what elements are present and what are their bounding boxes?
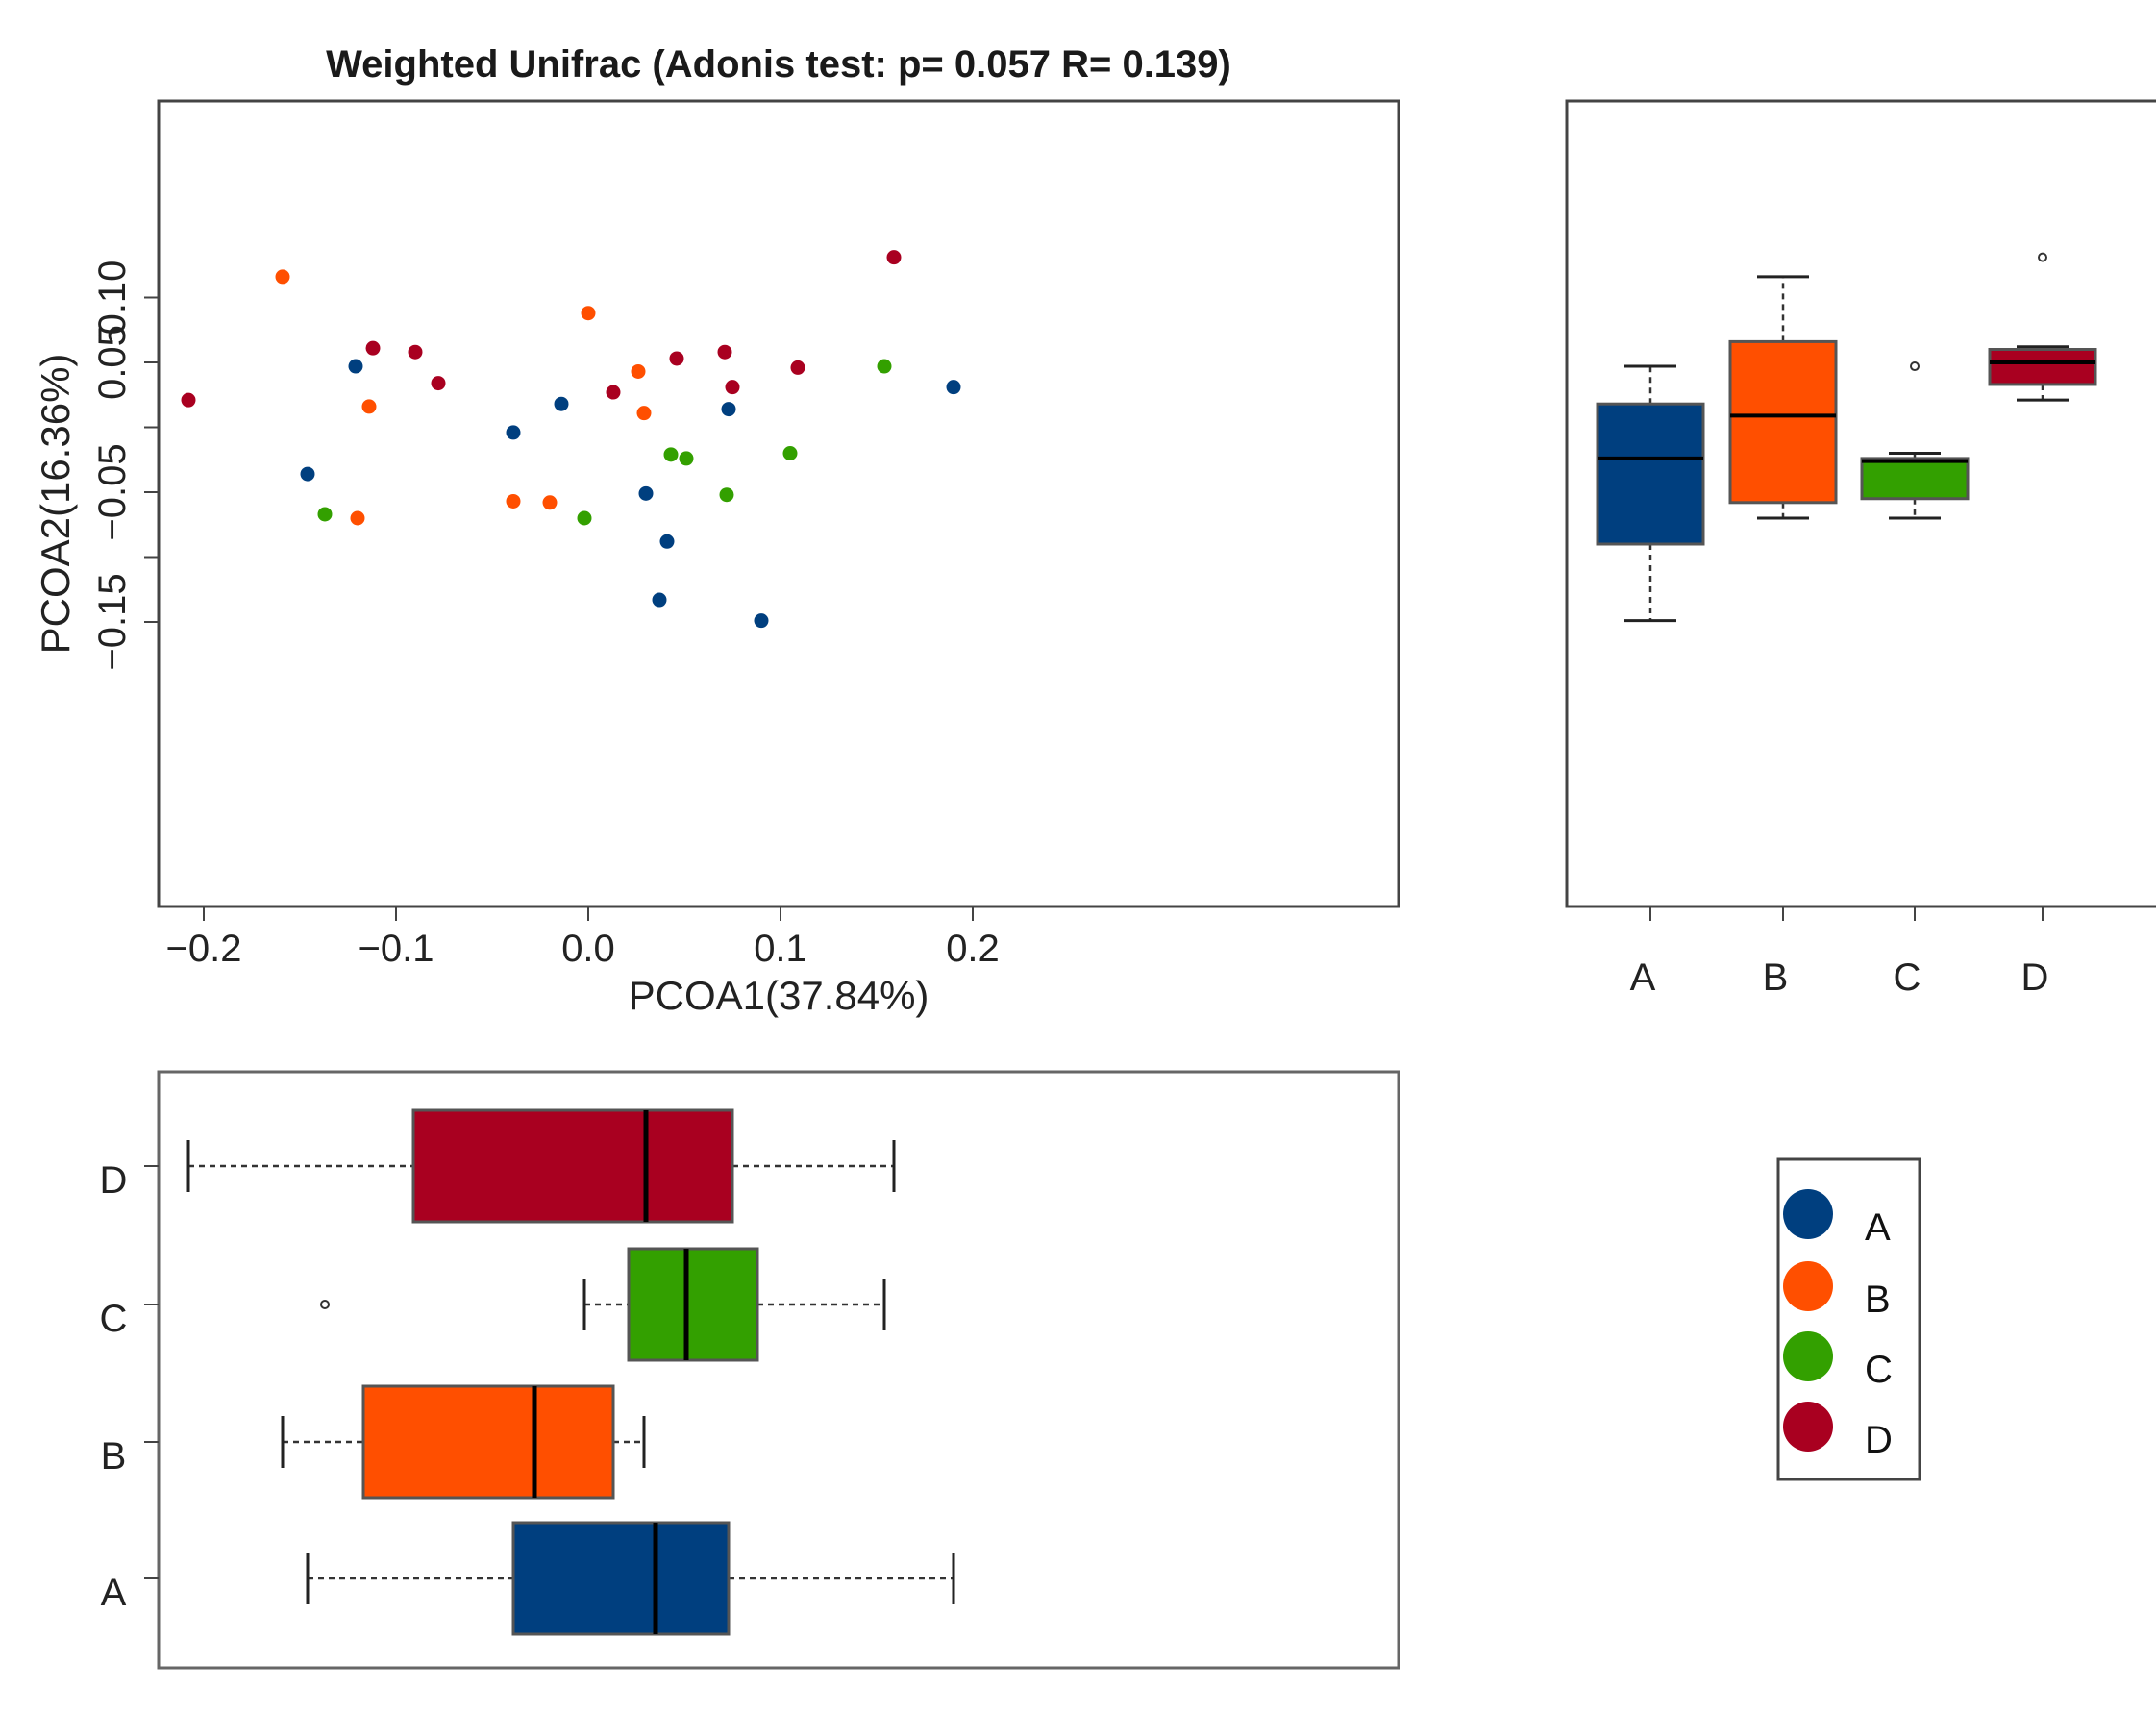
- point-B: [275, 269, 290, 285]
- y-tick-label: 0.10: [91, 261, 134, 335]
- legend-label: A: [1865, 1206, 1891, 1249]
- category-label-B: B: [101, 1435, 127, 1478]
- pcoa2-box-D: [1988, 252, 2097, 402]
- point-D: [181, 392, 196, 408]
- point-D: [790, 360, 805, 375]
- point-D: [365, 340, 381, 356]
- point-D: [606, 385, 621, 400]
- legend-item-A: A: [1783, 1189, 1891, 1249]
- point-A: [754, 613, 769, 629]
- outlier: [1910, 361, 1920, 372]
- point-B: [542, 495, 558, 510]
- outlier: [2038, 252, 2047, 262]
- point-A: [554, 396, 569, 411]
- category-label-D: D: [2021, 956, 2049, 999]
- pcoa1-box-C: [320, 1247, 886, 1362]
- x-tick-label: 0.2: [946, 928, 1000, 970]
- pcoa1-box-B: [281, 1384, 646, 1500]
- pcoa2-box-B: [1728, 275, 1838, 520]
- x-tick-label: 0.1: [754, 928, 807, 970]
- legend-item-D: D: [1783, 1402, 1893, 1461]
- box: [361, 1384, 615, 1500]
- pcoa2-box-C: [1860, 361, 1970, 520]
- point-C: [577, 510, 592, 526]
- point-D: [886, 250, 902, 265]
- point-D: [717, 344, 732, 360]
- point-A: [659, 534, 675, 549]
- pcoa1-boxplot-ticks: A B C D: [100, 1159, 159, 1614]
- scatter-ticks: −0.2 −0.1 0.0 0.1 0.2 −0.15 −0.05 0.050.10: [91, 261, 1000, 970]
- pcoa1-boxplot-frame: [157, 1070, 1400, 1670]
- box: [627, 1247, 759, 1362]
- category-label-C: C: [100, 1298, 128, 1340]
- legend-label: C: [1865, 1349, 1893, 1391]
- box: [1988, 348, 2097, 386]
- point-C: [679, 451, 694, 466]
- point-D: [431, 376, 446, 391]
- pcoa2-boxplot-ticks: A B C D: [1630, 907, 2049, 999]
- y-axis-label: PCOA2(16.36%): [33, 354, 78, 655]
- point-C: [877, 359, 892, 374]
- point-A: [348, 359, 363, 374]
- legend-swatch: [1783, 1261, 1833, 1311]
- pcoa1-box-D: [186, 1108, 896, 1224]
- legend-box: [1776, 1157, 1921, 1481]
- category-label-A: A: [1630, 956, 1656, 999]
- pcoa1-boxplot: [186, 1108, 955, 1636]
- x-tick-label: −0.2: [166, 928, 242, 970]
- box: [511, 1521, 731, 1636]
- category-label-A: A: [101, 1572, 127, 1614]
- point-A: [652, 592, 667, 608]
- y-tick-label: −0.05: [91, 443, 134, 540]
- box: [1860, 457, 1970, 501]
- point-B: [581, 306, 596, 321]
- point-B: [631, 363, 646, 379]
- point-B: [361, 399, 377, 414]
- point-A: [721, 402, 736, 417]
- x-axis-label: PCOA1(37.84%): [629, 973, 929, 1018]
- point-C: [663, 447, 679, 462]
- point-C: [719, 487, 734, 503]
- point-A: [638, 485, 654, 501]
- scatter-points: [181, 250, 961, 629]
- point-A: [946, 380, 961, 395]
- legend-swatch: [1783, 1402, 1833, 1452]
- category-label-C: C: [1894, 956, 1921, 999]
- point-B: [506, 493, 521, 509]
- x-tick-label: 0.0: [561, 928, 615, 970]
- point-C: [782, 446, 798, 460]
- scatter-plot-frame: [157, 99, 1400, 908]
- point-D: [408, 344, 423, 360]
- legend-item-B: B: [1783, 1261, 1891, 1321]
- box: [1596, 402, 1705, 546]
- legend-swatch: [1783, 1189, 1833, 1239]
- category-label-B: B: [1763, 956, 1789, 999]
- outlier: [320, 1300, 330, 1309]
- legend-label: D: [1865, 1419, 1893, 1461]
- y-tick-label: 0.05: [91, 325, 134, 400]
- box: [411, 1108, 734, 1224]
- point-B: [350, 510, 365, 526]
- box: [1728, 339, 1838, 505]
- x-tick-label: −0.1: [359, 928, 434, 970]
- point-A: [506, 425, 521, 440]
- pcoa2-boxplot: [1596, 252, 2097, 623]
- pcoa2-box-A: [1596, 364, 1705, 623]
- point-D: [725, 380, 740, 395]
- point-D: [669, 351, 684, 366]
- pcoa1-box-A: [306, 1521, 955, 1636]
- point-B: [636, 406, 652, 421]
- legend-label: B: [1865, 1279, 1891, 1321]
- category-label-D: D: [100, 1159, 128, 1202]
- legend-item-C: C: [1783, 1331, 1893, 1391]
- point-A: [300, 466, 315, 482]
- legend-swatch: [1783, 1331, 1833, 1381]
- chart-title: Weighted Unifrac (Adonis test: p= 0.057 …: [326, 43, 1231, 86]
- point-C: [317, 507, 333, 522]
- y-tick-label: −0.15: [91, 573, 134, 670]
